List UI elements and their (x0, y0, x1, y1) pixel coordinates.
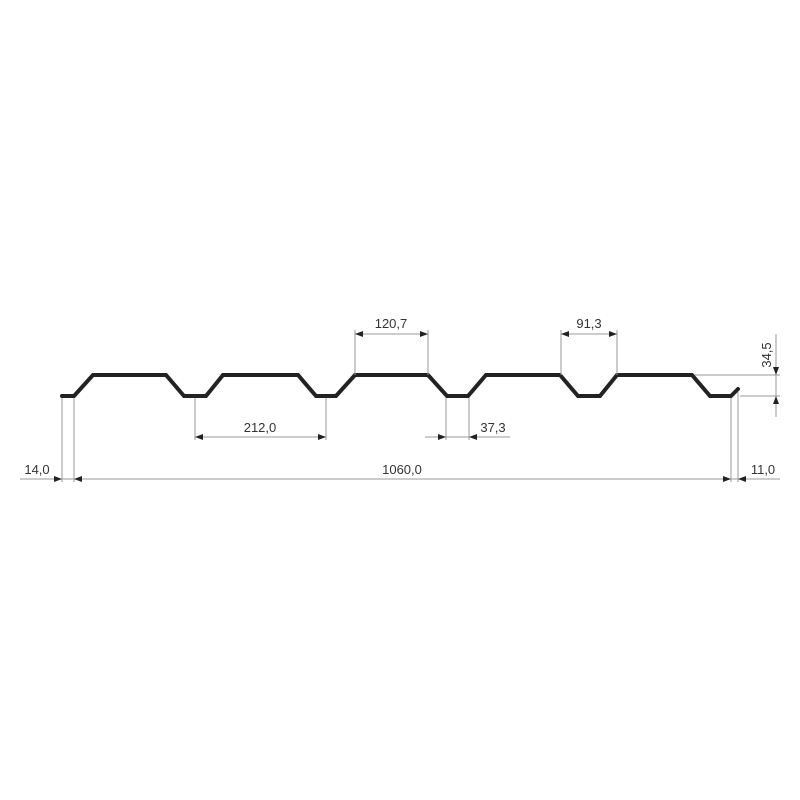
label-right-edge: 11,0 (751, 462, 775, 477)
sheet-profile (60, 373, 740, 398)
dimension-rib-top-width: 120,7 (354, 316, 429, 375)
dimension-trough-width: 37,3 (425, 398, 510, 440)
label-trough-width: 37,3 (480, 420, 505, 435)
dimension-rib-base-gap: 91,3 (560, 316, 618, 375)
label-rib-base-gap: 91,3 (576, 316, 601, 331)
dimension-total-width: 1060,0 14,0 11,0 (20, 392, 780, 482)
label-total-width: 1060,0 (382, 462, 422, 477)
label-pitch: 212,0 (244, 420, 277, 435)
label-height: 34,5 (759, 342, 774, 367)
dimension-pitch: 212,0 (194, 398, 327, 440)
dimension-height: 34,5 (695, 334, 780, 417)
label-rib-top-width: 120,7 (375, 316, 408, 331)
label-left-edge: 14,0 (24, 462, 49, 477)
